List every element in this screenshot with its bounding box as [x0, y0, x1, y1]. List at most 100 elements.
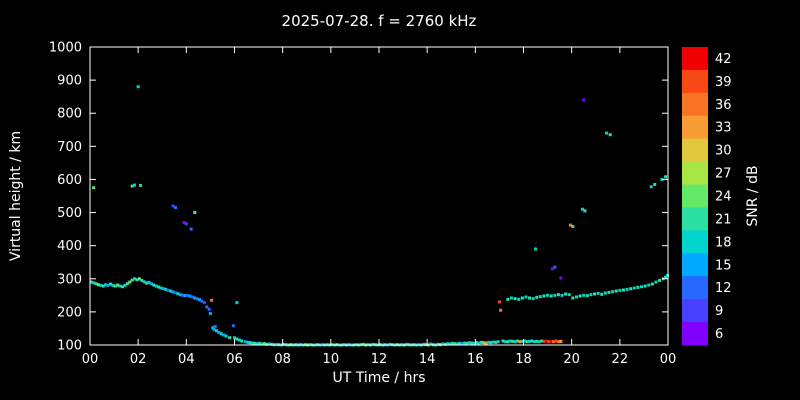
- x-tick-label: 02: [130, 352, 147, 367]
- data-point: [92, 186, 96, 190]
- data-point: [388, 342, 392, 346]
- data-point: [465, 341, 469, 345]
- data-point: [625, 287, 629, 291]
- data-point: [211, 326, 215, 330]
- data-point: [96, 283, 100, 287]
- colorbar-band: [682, 115, 708, 140]
- data-point: [538, 295, 542, 299]
- colorbar-tick-label: 42: [715, 52, 732, 67]
- data-point: [251, 341, 255, 345]
- data-point: [137, 277, 141, 281]
- data-point: [600, 292, 604, 296]
- data-point: [224, 334, 228, 338]
- data-point: [567, 293, 571, 297]
- data-point: [94, 282, 98, 286]
- data-point: [549, 294, 553, 298]
- colorbar-band: [682, 207, 708, 231]
- data-point: [267, 342, 271, 346]
- colorbar-band: [682, 47, 708, 71]
- data-point: [173, 206, 177, 210]
- data-point: [550, 267, 554, 271]
- data-point: [618, 288, 622, 292]
- data-point: [173, 291, 177, 295]
- x-axis-label: UT Time / hrs: [332, 370, 426, 386]
- data-point: [482, 341, 486, 345]
- data-point: [450, 341, 454, 345]
- data-point: [161, 287, 165, 291]
- x-tick-label: 14: [419, 352, 436, 367]
- data-point: [542, 294, 546, 298]
- data-point: [443, 342, 447, 346]
- data-point: [263, 342, 267, 346]
- data-point: [133, 277, 137, 281]
- data-point: [497, 300, 501, 304]
- data-point: [643, 284, 647, 288]
- data-point: [429, 342, 433, 346]
- data-point: [499, 308, 503, 312]
- data-point: [511, 339, 515, 343]
- data-point: [235, 301, 239, 305]
- data-point: [275, 342, 279, 346]
- data-point: [246, 340, 250, 344]
- x-axis-ticks: 00 02 04 06 08 10 12 14 16 18 20 22 00: [82, 47, 676, 367]
- data-point: [534, 247, 538, 251]
- data-point: [233, 336, 236, 340]
- data-point: [535, 295, 539, 299]
- data-point: [489, 341, 493, 345]
- y-tick-label: 700: [57, 140, 82, 155]
- data-point: [159, 286, 163, 290]
- data-point: [190, 295, 194, 299]
- data-point: [113, 284, 117, 288]
- y-axis-ticks: 100 200 300 400 500 600 700 800 900 1000: [49, 41, 668, 354]
- data-point: [157, 285, 161, 289]
- scatter-points: [89, 85, 670, 347]
- data-point: [608, 133, 612, 137]
- data-point: [147, 280, 151, 284]
- data-point: [231, 324, 235, 328]
- data-point: [611, 290, 615, 294]
- data-point: [448, 342, 452, 346]
- data-point: [136, 85, 140, 89]
- colorbar-tick-label: 39: [715, 75, 732, 90]
- data-point: [446, 342, 450, 346]
- data-point: [205, 305, 209, 309]
- data-point: [467, 341, 471, 345]
- colorbar-band: [682, 184, 708, 208]
- data-point: [530, 339, 534, 343]
- data-point: [650, 282, 654, 286]
- data-point: [462, 341, 466, 345]
- x-tick-label: 10: [323, 352, 340, 367]
- data-point: [202, 301, 206, 305]
- data-point: [632, 286, 636, 290]
- data-point: [554, 339, 558, 343]
- data-point: [524, 295, 528, 299]
- data-point: [189, 227, 193, 231]
- colorbar-tick-label: 30: [715, 144, 732, 159]
- data-point: [108, 282, 112, 286]
- data-point: [210, 298, 214, 302]
- colorbar-tick-label: 15: [715, 258, 732, 273]
- data-point: [237, 338, 241, 342]
- y-tick-label: 200: [57, 305, 82, 320]
- data-point: [472, 341, 476, 345]
- data-point: [171, 290, 175, 294]
- data-point: [111, 283, 115, 287]
- data-point: [169, 289, 173, 293]
- y-tick-label: 400: [57, 239, 82, 254]
- data-point: [605, 131, 609, 135]
- data-point: [195, 297, 199, 301]
- data-point: [509, 296, 513, 300]
- data-point: [556, 293, 560, 297]
- data-point: [176, 292, 180, 296]
- y-tick-label: 1000: [49, 41, 82, 56]
- y-tick-label: 600: [57, 173, 82, 188]
- colorbar: 42 39 36 33 30 27 24 21 18 15 12 9 6: [682, 47, 732, 346]
- data-point: [479, 340, 483, 344]
- x-tick-label: 22: [612, 352, 629, 367]
- data-point: [553, 265, 557, 269]
- data-point: [640, 285, 644, 289]
- data-point: [664, 175, 668, 179]
- data-point: [198, 298, 202, 302]
- data-point: [142, 280, 146, 284]
- data-point: [494, 340, 498, 344]
